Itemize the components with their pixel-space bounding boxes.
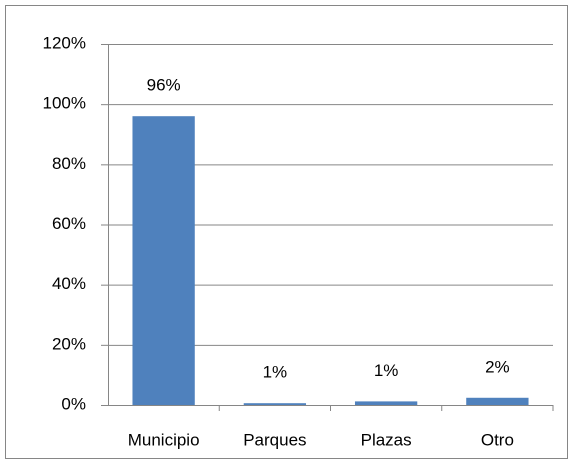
data-label: 96%: [147, 76, 181, 95]
bar: [354, 401, 418, 405]
x-tick-label: Otro: [481, 430, 514, 449]
x-tick-label: Plazas: [361, 430, 412, 449]
y-tick-label: 0%: [61, 394, 86, 413]
y-tick-label: 20%: [52, 334, 86, 353]
data-label: 1%: [263, 363, 288, 382]
bar: [466, 397, 529, 405]
data-label: 1%: [374, 361, 399, 380]
y-tick-label: 100%: [43, 94, 86, 113]
bar: [132, 116, 195, 405]
bar: [243, 403, 307, 405]
x-tick-label: Municipio: [128, 430, 200, 449]
y-tick-label: 60%: [52, 214, 86, 233]
x-tick-label: Parques: [243, 430, 306, 449]
y-tick-label: 80%: [52, 154, 86, 173]
y-tick-label: 120%: [43, 33, 86, 52]
chart-border: [5, 5, 568, 459]
data-label: 2%: [485, 357, 510, 376]
y-tick-label: 40%: [52, 274, 86, 293]
